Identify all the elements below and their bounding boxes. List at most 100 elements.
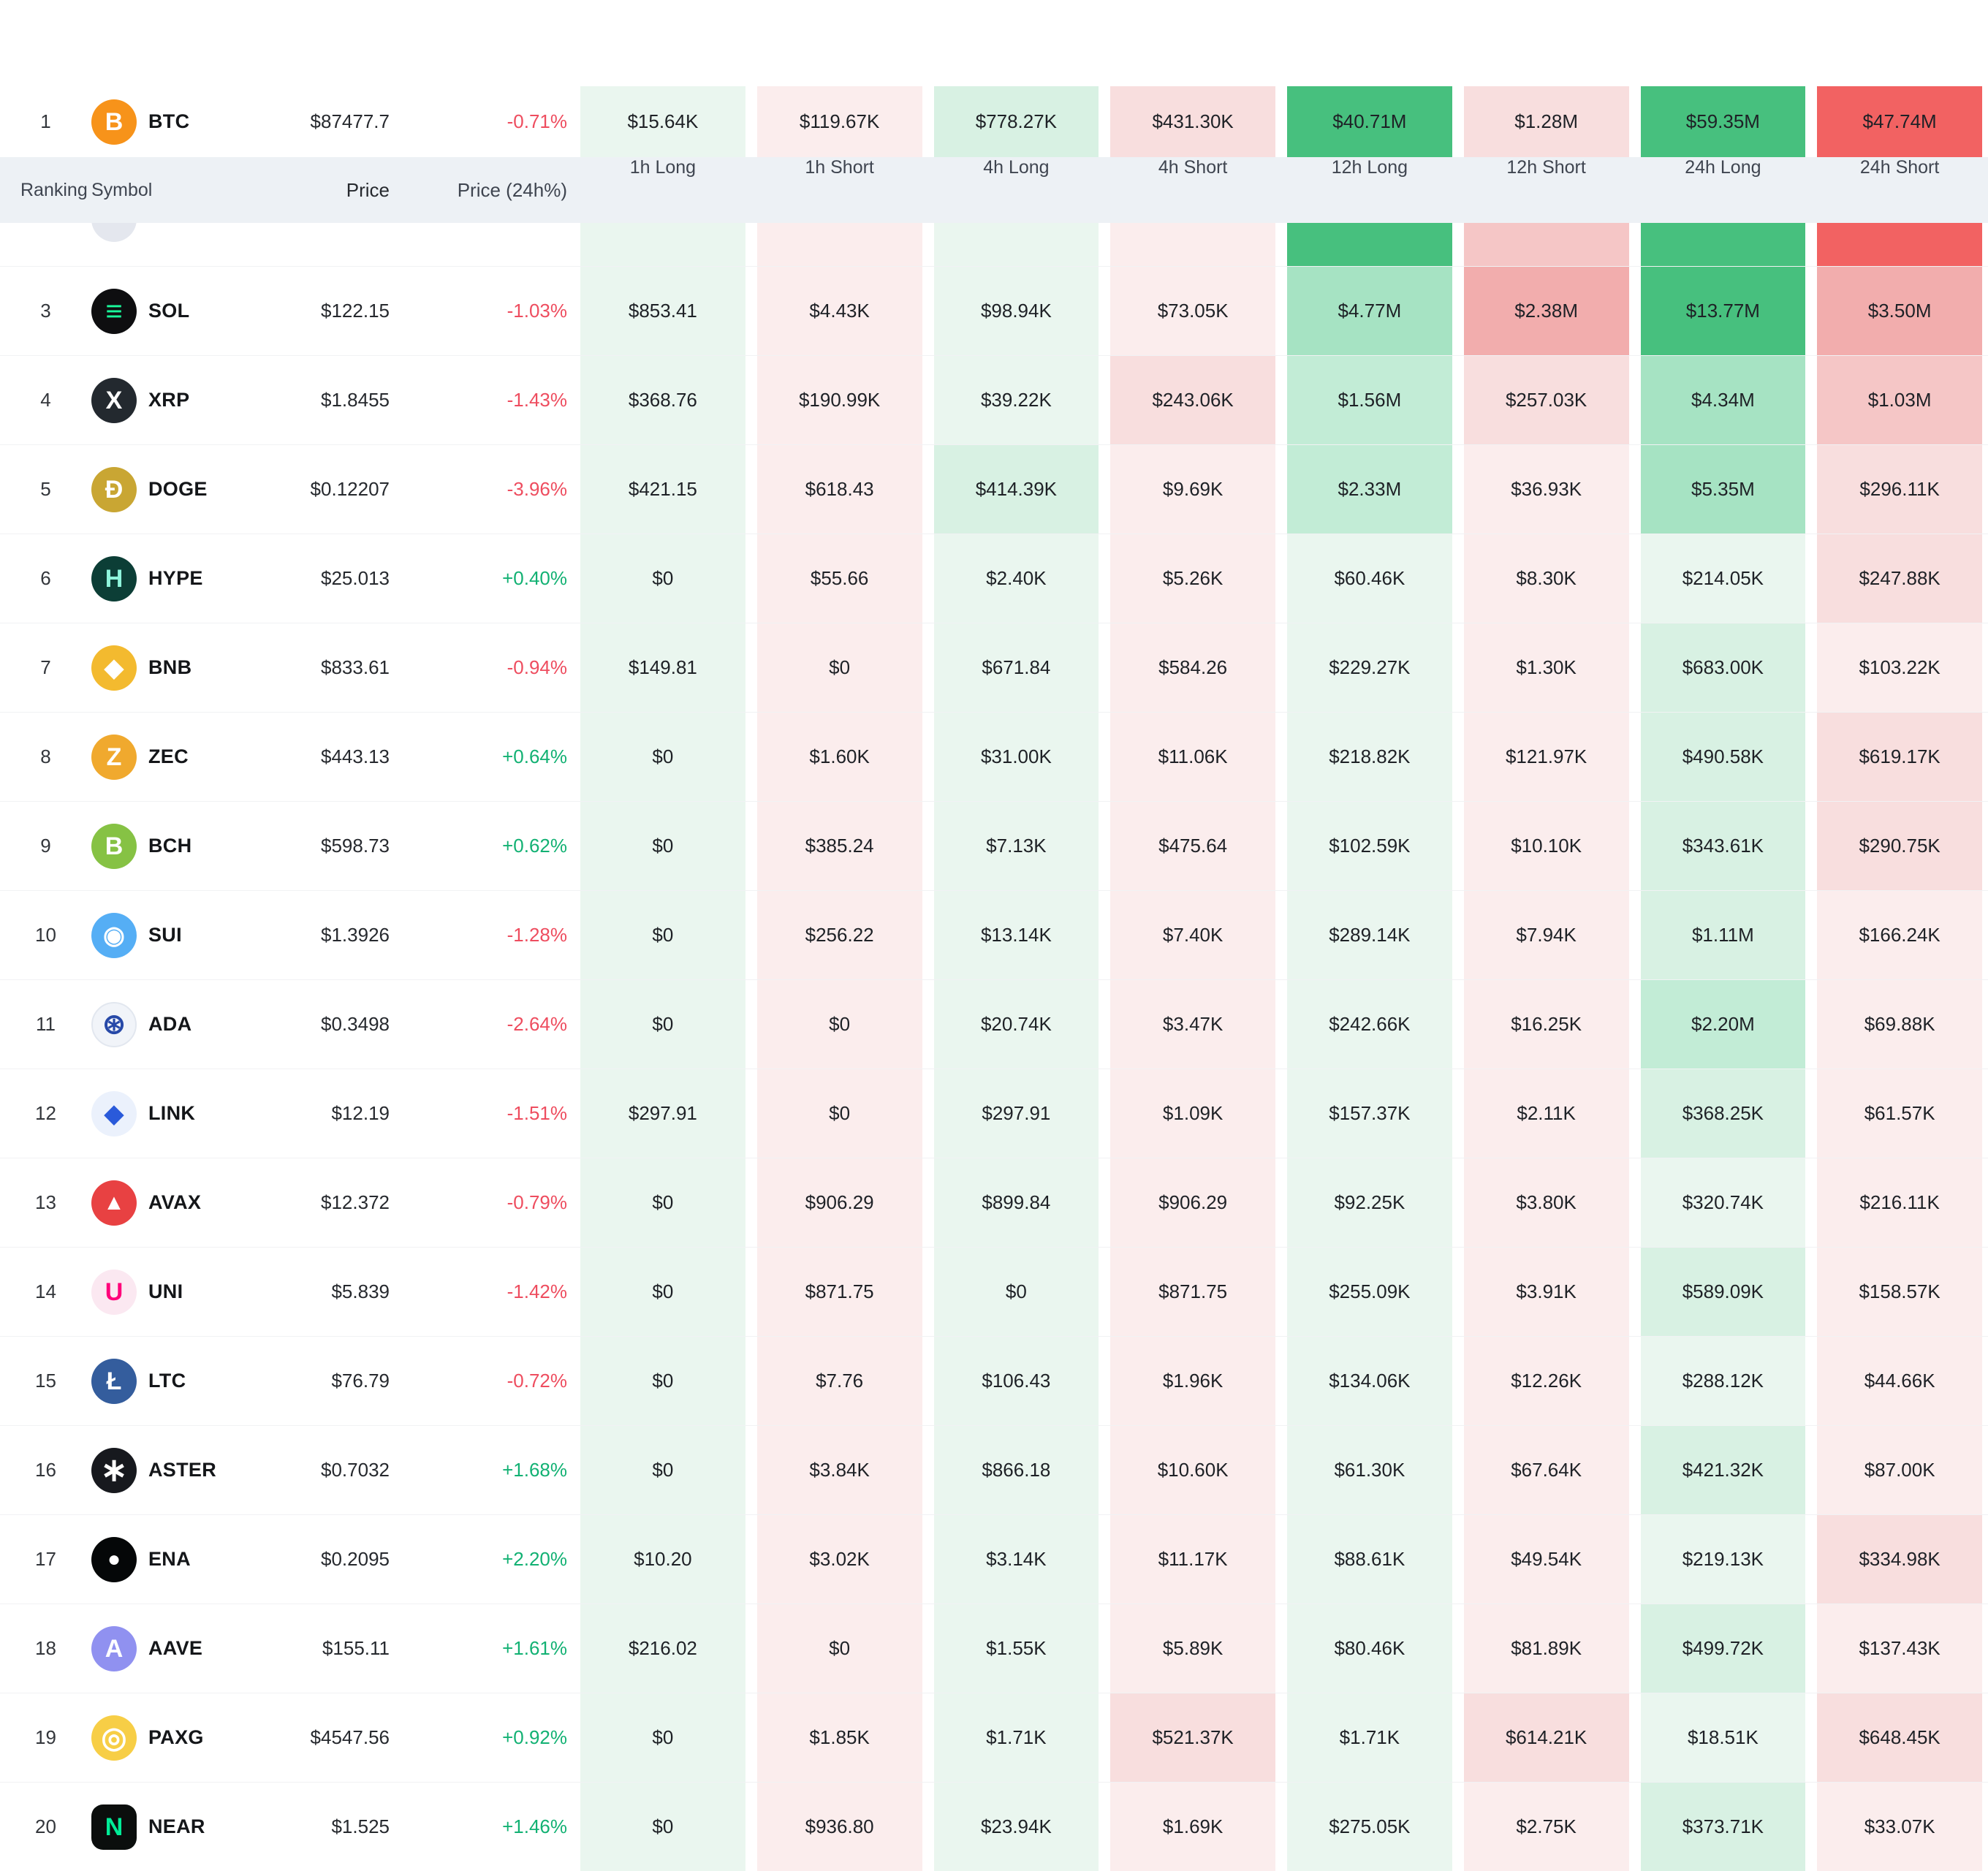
12h-short-cell: $2.75K [1458,1783,1635,1871]
table-row-partial-2[interactable] [0,223,1988,266]
4h-short-cell: $5.26K [1104,534,1281,623]
liquidation-value: $683.00K [1640,623,1806,712]
table-row-hype[interactable]: 6 H HYPE $25.013 +0.40% $0 $55.66 $2.40K $5.26K $… [0,534,1988,623]
liquidation-value: $334.98K [1817,1515,1982,1604]
liquidation-value: $589.09K [1640,1248,1806,1336]
price-change-cell: -1.43% [507,389,567,411]
header-symbol[interactable]: Symbol [91,179,153,200]
table-row-ada[interactable]: 11 ⊛ ADA $0.3498 -2.64% $0 $0 $20.74K $3.47K $242… [0,979,1988,1069]
table-row-uni[interactable]: 14 U UNI $5.839 -1.42% $0 $871.75 $0 $871.75 $255… [0,1247,1988,1336]
24h-long-cell: $368.25K [1635,1069,1812,1158]
link-icon: ◆ [91,1090,137,1136]
liquidation-value: $373.71K [1640,1783,1806,1871]
4h-short-cell: $73.05K [1104,267,1281,355]
4h-short-cell: $11.06K [1104,713,1281,801]
liquidation-value: $618.43 [756,445,922,534]
4h-short-cell: $10.60K [1104,1426,1281,1514]
header-1h-long[interactable]: 1h Long [629,157,697,178]
table-row-near[interactable]: 20 N NEAR $1.525 +1.46% $0 $936.80 $23.94K $1.69… [0,1782,1988,1871]
table-row-bnb[interactable]: 7 ◆ BNB $833.61 -0.94% $149.81 $0 $671.84 $584.2… [0,623,1988,712]
4h-short-cell: $584.26 [1104,623,1281,712]
liquidation-value: $1.96K [1110,1337,1275,1425]
table-row-xrp[interactable]: 4 X XRP $1.8455 -1.43% $368.76 $190.99K $39.22K… [0,355,1988,444]
liquidation-value: $906.29 [1110,1158,1275,1247]
12h-short-cell: $257.03K [1458,356,1635,444]
liquidation-value: $157.37K [1287,1069,1452,1158]
24h-short-cell: $61.57K [1811,1069,1988,1158]
header-price-24h[interactable]: Price (24h%) [457,178,567,201]
rank-cell: 16 [35,1459,56,1481]
table-row-link[interactable]: 12 ◆ LINK $12.19 -1.51% $297.91 $0 $297.91 $1.09… [0,1069,1988,1158]
header-4h-long[interactable]: 4h Long [983,157,1050,178]
12h-short-cell: $67.64K [1458,1426,1635,1514]
symbol-label: BNB [148,656,192,678]
4h-long-cell: $671.84 [928,623,1105,712]
header-ranking[interactable]: Ranking [20,179,88,200]
price-cell: $598.73 [321,835,390,857]
liquidation-value: $134.06K [1287,1337,1452,1425]
liquidation-value: $0 [756,623,922,712]
1h-long-cell: $149.81 [574,623,751,712]
price-change-cell: +1.68% [502,1459,567,1481]
12h-long-cell: $289.14K [1281,891,1458,979]
liquidation-value: $119.67K [756,86,922,157]
price-change-cell: +0.64% [502,745,567,767]
4h-long-cell: $39.22K [928,356,1105,444]
price-change-cell: -0.79% [507,1191,567,1213]
liquidation-value: $1.56M [1287,356,1452,444]
liquidation-value: $18.51K [1640,1693,1806,1782]
liquidation-value: $1.30K [1463,623,1629,712]
12h-short-cell: $614.21K [1458,1693,1635,1782]
12h-short-cell: $8.30K [1458,534,1635,623]
symbol-label: XRP [148,389,190,411]
header-24h-long[interactable]: 24h Long [1685,157,1761,178]
4h-short-cell: $475.64 [1104,802,1281,890]
symbol-label: SUI [148,924,182,946]
table-row-ltc[interactable]: 15 Ł LTC $76.79 -0.72% $0 $7.76 $106.43 $1.96K $1… [0,1336,1988,1425]
table-row-ena[interactable]: 17 ● ENA $0.2095 +2.20% $10.20 $3.02K $3.14K $11… [0,1514,1988,1604]
table-row-aster[interactable]: 16 ∗ ASTER $0.7032 +1.68% $0 $3.84K $866.18 $10.… [0,1425,1988,1514]
price-cell: $122.15 [321,300,390,322]
liquidation-value: $7.76 [756,1337,922,1425]
liquidation-value: $5.89K [1110,1604,1275,1693]
near-icon: N [91,1804,137,1850]
24h-short-cell: $648.45K [1811,1693,1988,1782]
12h-long-cell: $242.66K [1281,980,1458,1069]
liquidation-value: $7.40K [1110,891,1275,979]
table-row-paxg[interactable]: 19 ◎ PAXG $4547.56 +0.92% $0 $1.85K $1.71K $521.… [0,1693,1988,1782]
header-12h-long[interactable]: 12h Long [1331,157,1408,178]
liquidation-value: $40.71M [1287,86,1452,157]
table-row-sui[interactable]: 10 ◉ SUI $1.3926 -1.28% $0 $256.22 $13.14K $7.40… [0,890,1988,979]
header-price[interactable]: Price [346,178,390,201]
12h-short-cell: $49.54K [1458,1515,1635,1604]
table-row-doge[interactable]: 5 Ð DOGE $0.12207 -3.96% $421.15 $618.43 $414.3… [0,444,1988,534]
symbol-label: SOL [148,300,190,322]
table-row-bch[interactable]: 9 B BCH $598.73 +0.62% $0 $385.24 $7.13K $475.64… [0,801,1988,890]
symbol-cell [91,223,285,266]
price-cell: $12.19 [331,1102,390,1124]
table-row-btc[interactable]: 1 B BTC $87477.7 -0.71% $15.64K $119.67K $778.2… [0,86,1988,157]
price-cell: $25.013 [321,567,390,589]
liquidation-value: $11.06K [1110,713,1275,801]
price-cell: $0.7032 [321,1459,390,1481]
table-row-zec[interactable]: 8 Z ZEC $443.13 +0.64% $0 $1.60K $31.00K $11.06K… [0,712,1988,801]
symbol-cell: X XRP [91,356,285,444]
liquidation-value: $23.94K [933,1783,1099,1871]
12h-short-cell: $7.94K [1458,891,1635,979]
table-row-avax[interactable]: 13 ▲ AVAX $12.372 -0.79% $0 $906.29 $899.84 $906… [0,1158,1988,1247]
liquidation-value: $0 [580,1426,746,1514]
1h-short-cell: $1.60K [751,713,928,801]
header-4h-short[interactable]: 4h Short [1158,157,1228,178]
header-12h-short[interactable]: 12h Short [1506,157,1586,178]
4h-long-cell: $1.71K [928,1693,1105,1782]
4h-short-cell: $3.47K [1104,980,1281,1069]
table-row-aave[interactable]: 18 A AAVE $155.11 +1.61% $216.02 $0 $1.55K $5.89… [0,1604,1988,1693]
liquidation-value: $216.02 [580,1604,746,1693]
1h-short-cell: $871.75 [751,1248,928,1336]
symbol-label: LINK [148,1102,196,1124]
table-row-sol[interactable]: 3 ≡ SOL $122.15 -1.03% $853.41 $4.43K $98.94K $7… [0,266,1988,355]
liquidation-value: $44.66K [1817,1337,1982,1425]
header-1h-short[interactable]: 1h Short [805,157,874,178]
1h-short-cell: $0 [751,1069,928,1158]
header-24h-short[interactable]: 24h Short [1859,157,1940,178]
